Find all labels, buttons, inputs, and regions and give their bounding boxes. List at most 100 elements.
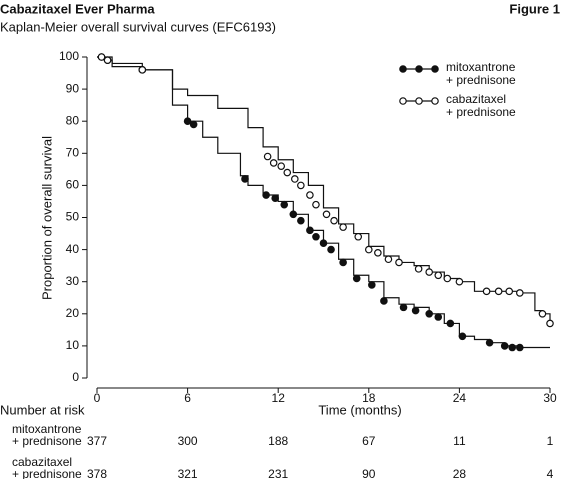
y-tick-label: 50 [66,210,80,224]
censor-marker [425,309,434,318]
censor-marker [446,319,455,328]
censor-marker [352,274,361,283]
legend-marker [431,97,439,105]
censor-marker [319,239,328,247]
censor-marker [97,53,106,61]
survival-curve [97,56,551,324]
risk-count: 321 [178,467,198,479]
risk-count: 90 [362,467,376,479]
x-tick-label: 24 [453,391,467,405]
risk-table-title: Number at risk [0,402,85,417]
y-tick-label: 30 [66,274,80,288]
x-tick-label: 18 [362,391,376,405]
censor-marker [271,194,279,203]
y-axis-label: Proportion of overall survival [39,136,54,300]
censor-marker [269,159,278,167]
censor-marker [380,297,388,305]
y-tick-label: 70 [66,145,80,159]
risk-count: 67 [362,434,376,448]
risk-row-label: + prednisone [12,467,82,479]
censor-marker [297,216,305,225]
y-tick-label: 60 [66,178,80,192]
legend-marker [415,65,423,73]
y-tick-label: 80 [66,113,80,127]
risk-row-label: + prednisone [12,434,82,448]
legend-label: cabazitaxel [446,92,506,106]
censor-marker [494,287,503,296]
legend-marker [431,65,439,73]
legend-marker [399,65,407,73]
risk-row-label: mitoxantrone [12,422,82,436]
page-title: Cabazitaxel Ever Pharma [0,1,155,16]
legend-label: + prednisone [446,105,516,119]
censor-marker [262,191,270,199]
risk-count: 11 [453,434,466,448]
censor-marker [505,287,514,296]
censor-marker [289,210,298,219]
censor-marker [411,306,420,315]
censor-marker [458,332,467,341]
censor-marker [455,277,464,286]
risk-count: 378 [87,467,107,479]
risk-row-label: cabazitaxel [12,455,72,469]
figure-label: Figure 1 [509,1,560,16]
censor-marker [434,271,443,280]
y-tick-label: 10 [66,338,80,352]
censor-marker [138,66,147,74]
censor-marker [306,191,314,199]
x-tick-label: 12 [272,391,286,405]
y-tick-label: 0 [72,370,79,384]
censor-marker [482,287,491,296]
risk-count: 231 [268,467,288,479]
censor-marker [189,120,198,129]
legend-marker [399,97,407,105]
censor-marker [515,343,524,352]
x-tick-label: 30 [543,391,557,405]
censor-marker [354,232,363,241]
censor-marker [395,258,403,267]
censor-marker [263,152,272,161]
censor-marker [280,200,289,209]
censor-marker [306,226,314,235]
censor-marker [374,249,382,257]
y-tick-label: 40 [66,242,80,256]
censor-marker [330,216,338,225]
censor-marker [322,210,331,219]
risk-count: 300 [178,434,198,448]
risk-count: 188 [268,434,288,448]
risk-count: 1 [547,434,554,448]
censor-marker [538,309,547,318]
y-tick-label: 90 [66,81,80,95]
y-tick-label: 20 [66,306,80,320]
censor-marker [183,117,192,126]
legend-marker [415,97,423,105]
censor-marker [414,265,423,273]
censor-marker [327,245,335,254]
censor-marker [399,303,408,312]
censor-marker [312,232,320,241]
censor-marker [241,175,249,183]
risk-count: 28 [453,467,467,479]
censor-marker [508,343,517,352]
censor-marker [434,313,443,321]
censor-marker [291,175,299,183]
censor-marker [339,223,347,231]
legend-label: mitoxantrone [446,60,516,74]
censor-marker [368,281,376,289]
censor-marker [297,181,305,190]
censor-marker [339,258,347,267]
censor-marker [277,162,286,170]
censor-marker [312,200,320,209]
risk-count: 377 [87,434,107,448]
censor-marker [425,268,434,276]
censor-marker [500,342,509,350]
x-tick-label: 0 [94,391,101,405]
censor-marker [485,338,494,347]
risk-count: 4 [547,467,554,479]
censor-marker [364,245,373,254]
chart-subtitle: Kaplan-Meier overall survival curves (EF… [0,19,276,34]
y-tick-label: 100 [59,49,79,63]
x-tick-label: 6 [184,391,191,405]
censor-marker [443,274,452,283]
